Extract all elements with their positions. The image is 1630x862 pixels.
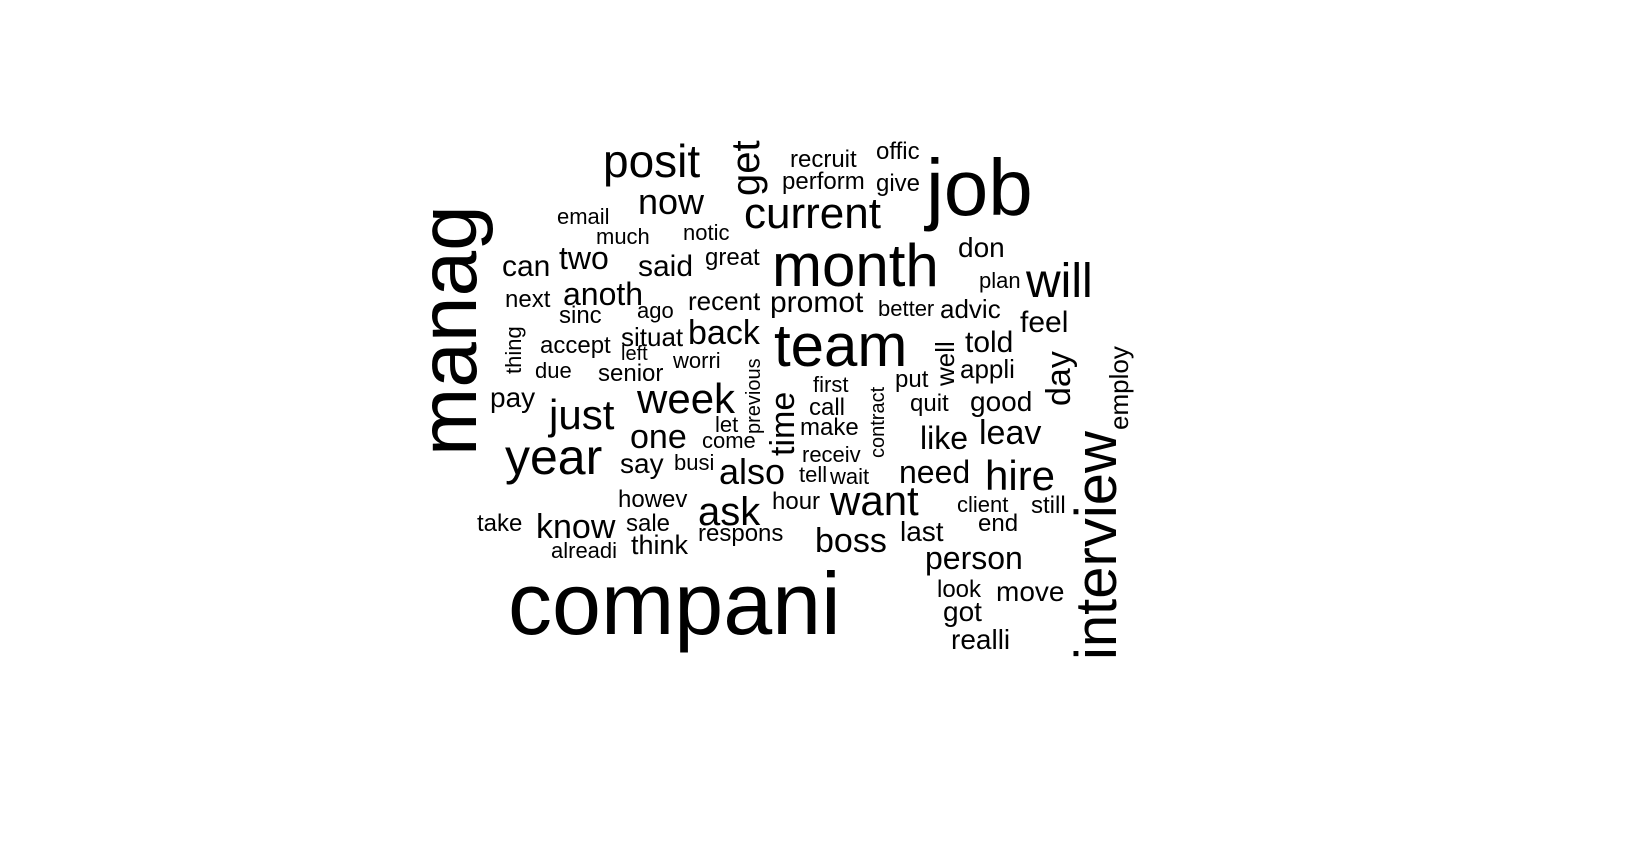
word-hour: hour	[772, 488, 821, 515]
word-ask: ask	[698, 490, 761, 534]
word-take: take	[477, 510, 523, 537]
word-call: call	[809, 394, 846, 421]
word-will: will	[1026, 255, 1093, 308]
word-give: give	[876, 170, 921, 197]
word-put: put	[895, 366, 929, 393]
word-good: good	[970, 386, 1033, 417]
word-move: move	[996, 576, 1065, 607]
word-job: job	[926, 143, 1033, 232]
word-first: first	[813, 372, 849, 397]
word-end: end	[978, 510, 1019, 537]
word-respons: respons	[698, 520, 784, 547]
word-make: make	[800, 414, 859, 441]
word-well: well	[930, 341, 960, 386]
word-say: say	[620, 448, 664, 479]
word-posit: posit	[603, 135, 701, 187]
word-just: just	[549, 391, 615, 438]
word-situat: situat	[621, 322, 684, 352]
word-last: last	[900, 516, 944, 547]
word-ago: ago	[637, 298, 674, 323]
word-let: let	[715, 412, 739, 437]
word-better: better	[878, 296, 935, 321]
word-wait: wait	[830, 464, 870, 489]
word-promot: promot	[770, 286, 864, 319]
word-month: month	[772, 232, 939, 299]
word-come: come	[702, 428, 756, 453]
word-contract: contract	[867, 386, 889, 458]
word-next: next	[505, 286, 551, 313]
word-sale: sale	[626, 510, 671, 537]
word-time: time	[764, 391, 802, 456]
word-much: much	[596, 224, 650, 249]
word-advic: advic	[940, 294, 1001, 324]
word-great: great	[705, 244, 760, 271]
word-team: team	[774, 312, 908, 379]
word-client: client	[957, 492, 1009, 517]
word-offic: offic	[876, 138, 920, 165]
word-realli: realli	[951, 624, 1011, 655]
word-boss: boss	[815, 522, 887, 560]
word-alreadi: alreadi	[551, 538, 618, 563]
word-two: two	[559, 240, 609, 276]
word-manag: manag	[420, 205, 494, 456]
word-plan: plan	[979, 268, 1021, 293]
word-now: now	[638, 181, 705, 222]
word-busi: busi	[674, 450, 715, 475]
word-want: want	[830, 477, 919, 524]
word-like: like	[920, 420, 969, 456]
word-got: got	[943, 596, 982, 627]
word-sinc: sinc	[559, 302, 602, 329]
word-quit: quit	[910, 390, 949, 417]
word-due: due	[535, 358, 572, 383]
word-need: need	[899, 454, 971, 490]
word-get: get	[724, 140, 768, 196]
word-left: left	[621, 343, 648, 365]
word-email: email	[557, 204, 610, 229]
word-look: look	[937, 576, 982, 603]
word-recent: recent	[688, 286, 761, 316]
word-perform: perform	[782, 168, 865, 195]
word-anoth: anoth	[563, 276, 644, 312]
word-current: current	[744, 189, 881, 238]
word-cloud-canvas: manag compani job interview month team year pos…	[420, 132, 1180, 692]
word-appli: appli	[960, 354, 1015, 384]
word-accept: accept	[540, 332, 611, 359]
word-senior: senior	[598, 360, 664, 387]
word-feel: feel	[1020, 306, 1069, 339]
word-recruit: recruit	[790, 146, 857, 173]
word-notic: notic	[683, 220, 730, 245]
word-person: person	[925, 540, 1023, 576]
word-still: still	[1031, 492, 1066, 519]
word-interview: interview	[1064, 431, 1129, 660]
word-year: year	[505, 429, 603, 485]
word-hire: hire	[985, 452, 1056, 499]
word-pay: pay	[490, 382, 536, 413]
word-previous: previous	[743, 358, 765, 434]
word-don: don	[958, 232, 1005, 263]
word-compani: compani	[508, 554, 841, 653]
word-worri: worri	[673, 348, 721, 373]
word-receiv: receiv	[802, 442, 861, 467]
word-know: know	[536, 508, 616, 546]
word-said: said	[638, 250, 694, 283]
word-thing: thing	[501, 326, 526, 374]
word-week: week	[637, 375, 736, 422]
word-told: told	[965, 326, 1014, 359]
word-can: can	[502, 250, 551, 283]
word-day: day	[1040, 351, 1078, 406]
word-back: back	[688, 314, 760, 352]
word-employ: employ	[1104, 346, 1134, 430]
word-leav: leav	[979, 414, 1042, 452]
word-also: also	[719, 451, 786, 492]
word-howev: howev	[618, 486, 688, 513]
word-one: one	[630, 418, 687, 456]
word-tell: tell	[799, 462, 828, 487]
word-think: think	[631, 530, 689, 560]
